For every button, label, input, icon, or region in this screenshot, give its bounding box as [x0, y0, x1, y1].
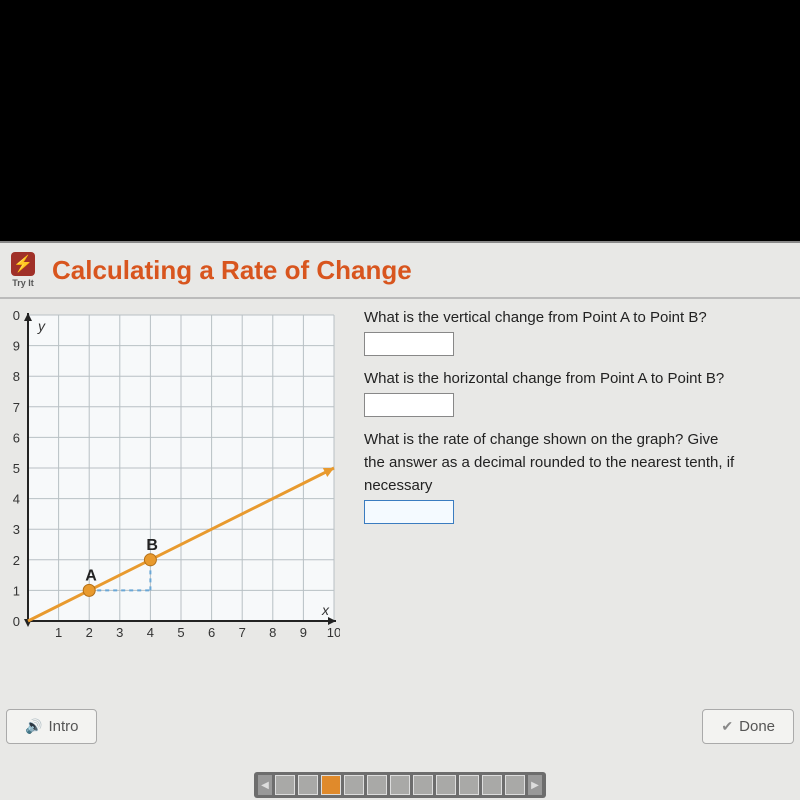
svg-text:7: 7 — [13, 400, 20, 415]
bolt-icon: ⚡ — [11, 252, 35, 276]
svg-text:10: 10 — [327, 625, 340, 640]
svg-text:1: 1 — [13, 583, 20, 598]
progress-next[interactable]: ▶ — [528, 775, 542, 795]
svg-text:6: 6 — [13, 430, 20, 445]
svg-text:5: 5 — [13, 461, 20, 476]
answer-input-1[interactable] — [364, 332, 454, 356]
bottom-bar: 🔊 Intro ✔ Done — [6, 709, 794, 744]
speaker-icon: 🔊 — [25, 718, 42, 735]
question-3-line3: necessary — [364, 477, 790, 494]
svg-text:8: 8 — [13, 369, 20, 384]
progress-cell[interactable] — [459, 775, 479, 795]
svg-text:A: A — [85, 567, 97, 584]
svg-text:5: 5 — [177, 625, 184, 640]
lesson-content: ⚡ Try It Calculating a Rate of Change 1 2… — [0, 241, 800, 800]
svg-text:7: 7 — [239, 625, 246, 640]
progress-cell[interactable] — [275, 775, 295, 795]
question-2: What is the horizontal change from Point… — [364, 370, 790, 387]
photo-black-area — [0, 0, 800, 241]
svg-text:1: 1 — [55, 625, 62, 640]
answer-input-3[interactable] — [364, 500, 454, 524]
svg-text:x: x — [321, 602, 330, 618]
progress-cell[interactable] — [298, 775, 318, 795]
header-bar: ⚡ Try It Calculating a Rate of Change — [0, 243, 800, 299]
svg-text:2: 2 — [86, 625, 93, 640]
progress-cell[interactable] — [436, 775, 456, 795]
svg-text:0: 0 — [13, 614, 20, 629]
svg-text:6: 6 — [208, 625, 215, 640]
progress-strip: ◀ ▶ — [254, 772, 546, 798]
lesson-title: Calculating a Rate of Change — [52, 255, 412, 286]
chart-svg: 1 2 3 4 5 6 7 8 9 10 0 1 2 3 4 5 6 7 8 9 0 x y A B — [0, 309, 340, 649]
svg-text:2: 2 — [13, 553, 20, 568]
intro-button-label: Intro — [48, 718, 78, 735]
progress-cell[interactable] — [367, 775, 387, 795]
progress-cell[interactable] — [482, 775, 502, 795]
svg-text:B: B — [146, 537, 158, 554]
svg-text:4: 4 — [147, 625, 154, 640]
progress-cell[interactable] — [413, 775, 433, 795]
progress-cell[interactable] — [390, 775, 410, 795]
svg-text:3: 3 — [13, 522, 20, 537]
svg-text:3: 3 — [116, 625, 123, 640]
progress-prev[interactable]: ◀ — [258, 775, 272, 795]
svg-text:0: 0 — [13, 309, 20, 323]
rate-of-change-graph: 1 2 3 4 5 6 7 8 9 10 0 1 2 3 4 5 6 7 8 9 0 x y A B — [0, 309, 340, 649]
question-3-line1: What is the rate of change shown on the … — [364, 431, 790, 448]
check-icon: ✔ — [721, 718, 733, 735]
svg-text:4: 4 — [13, 492, 20, 507]
progress-cell[interactable] — [321, 775, 341, 795]
done-button[interactable]: ✔ Done — [702, 709, 794, 744]
svg-text:9: 9 — [300, 625, 307, 640]
progress-cell[interactable] — [505, 775, 525, 795]
question-panel: What is the vertical change from Point A… — [364, 309, 790, 649]
svg-text:y: y — [37, 318, 46, 334]
question-1: What is the vertical change from Point A… — [364, 309, 790, 326]
svg-text:9: 9 — [13, 339, 20, 354]
intro-button[interactable]: 🔊 Intro — [6, 709, 97, 744]
worksheet: 1 2 3 4 5 6 7 8 9 10 0 1 2 3 4 5 6 7 8 9 0 x y A B What is the v… — [0, 299, 800, 649]
progress-cell[interactable] — [344, 775, 364, 795]
question-3-line2: the answer as a decimal rounded to the n… — [364, 454, 790, 471]
try-it-label: Try It — [12, 278, 34, 288]
done-button-label: Done — [739, 718, 775, 735]
try-it-badge: ⚡ Try It — [6, 249, 40, 291]
svg-text:8: 8 — [269, 625, 276, 640]
answer-input-2[interactable] — [364, 393, 454, 417]
